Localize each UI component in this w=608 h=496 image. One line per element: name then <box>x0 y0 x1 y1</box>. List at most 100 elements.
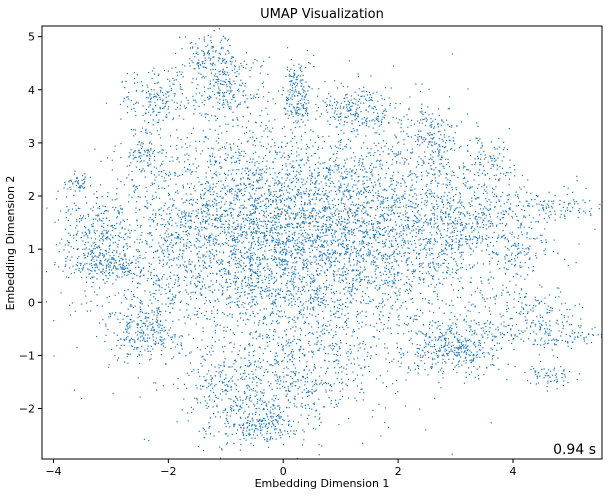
scatter-point <box>333 171 335 173</box>
scatter-point <box>107 366 110 368</box>
scatter-point <box>225 201 227 203</box>
scatter-point <box>204 238 206 240</box>
scatter-point <box>237 241 239 243</box>
scatter-point <box>271 308 274 310</box>
scatter-point <box>410 261 413 263</box>
scatter-point <box>354 222 356 224</box>
scatter-point <box>328 207 331 209</box>
scatter-point <box>445 259 447 262</box>
scatter-point <box>274 145 276 147</box>
scatter-point <box>345 186 348 188</box>
scatter-point <box>302 251 304 253</box>
scatter-point <box>539 375 541 377</box>
scatter-point <box>358 328 360 330</box>
scatter-point <box>200 184 202 186</box>
scatter-point <box>216 273 218 275</box>
scatter-point <box>361 217 363 219</box>
scatter-point <box>371 173 373 175</box>
scatter-point <box>284 210 286 212</box>
scatter-point <box>187 220 189 222</box>
scatter-point <box>382 306 384 308</box>
scatter-point <box>352 280 354 282</box>
scatter-point <box>338 213 340 215</box>
scatter-point <box>277 214 279 216</box>
scatter-point <box>215 238 217 240</box>
scatter-point <box>205 183 207 185</box>
scatter-point <box>142 267 145 269</box>
scatter-point <box>413 229 415 231</box>
scatter-point <box>211 312 213 314</box>
scatter-point <box>243 184 245 186</box>
scatter-point <box>343 193 345 195</box>
scatter-point <box>455 187 457 189</box>
scatter-point <box>314 261 316 263</box>
scatter-point <box>346 238 348 241</box>
scatter-point <box>204 314 206 317</box>
scatter-point <box>210 267 212 269</box>
scatter-point <box>141 241 143 243</box>
scatter-point <box>382 254 384 256</box>
scatter-point <box>161 187 163 189</box>
scatter-point <box>311 351 313 354</box>
scatter-point <box>428 273 430 275</box>
scatter-point <box>254 331 257 333</box>
scatter-point <box>313 353 315 355</box>
scatter-point <box>172 204 174 206</box>
scatter-point <box>158 256 160 258</box>
scatter-point <box>347 318 349 320</box>
scatter-point <box>225 160 227 162</box>
scatter-point <box>195 171 197 173</box>
scatter-point <box>255 170 257 172</box>
scatter-point <box>258 231 260 233</box>
scatter-point <box>287 175 289 177</box>
scatter-point <box>302 303 304 305</box>
scatter-point <box>207 207 209 210</box>
scatter-point <box>357 220 359 222</box>
scatter-point <box>90 245 93 247</box>
scatter-point <box>336 324 338 327</box>
scatter-point <box>299 217 301 219</box>
scatter-point <box>326 195 328 197</box>
scatter-point <box>324 177 326 179</box>
scatter-point <box>353 160 355 162</box>
scatter-point <box>188 202 190 204</box>
scatter-point <box>349 264 352 266</box>
scatter-point <box>292 160 294 162</box>
scatter-point <box>233 239 235 241</box>
scatter-point <box>257 264 260 266</box>
scatter-point <box>163 226 165 228</box>
scatter-point <box>325 182 327 184</box>
scatter-point <box>382 246 384 248</box>
scatter-point <box>233 228 235 230</box>
scatter-point <box>191 213 193 215</box>
scatter-point <box>221 226 223 228</box>
scatter-point <box>330 190 332 192</box>
scatter-point <box>385 110 387 112</box>
scatter-point <box>259 262 261 264</box>
scatter-point <box>177 137 179 139</box>
scatter-point <box>265 276 267 278</box>
scatter-point <box>351 171 353 173</box>
scatter-point <box>170 173 172 175</box>
scatter-point <box>251 299 253 301</box>
scatter-point <box>430 154 432 156</box>
scatter-point <box>413 222 415 224</box>
scatter-point <box>231 245 234 247</box>
scatter-point <box>201 339 203 341</box>
scatter-point <box>440 264 442 266</box>
scatter-point <box>277 213 279 215</box>
scatter-point <box>349 302 351 304</box>
scatter-point <box>325 231 327 233</box>
scatter-point <box>325 231 327 233</box>
scatter-point <box>208 235 210 237</box>
scatter-point <box>315 229 317 231</box>
scatter-point <box>431 303 433 305</box>
scatter-point <box>284 254 287 256</box>
scatter-point <box>161 249 163 251</box>
scatter-point <box>264 212 266 214</box>
scatter-point <box>162 266 164 268</box>
scatter-point <box>166 262 168 264</box>
scatter-point <box>235 292 237 294</box>
scatter-point <box>392 228 394 230</box>
scatter-point <box>503 267 505 269</box>
